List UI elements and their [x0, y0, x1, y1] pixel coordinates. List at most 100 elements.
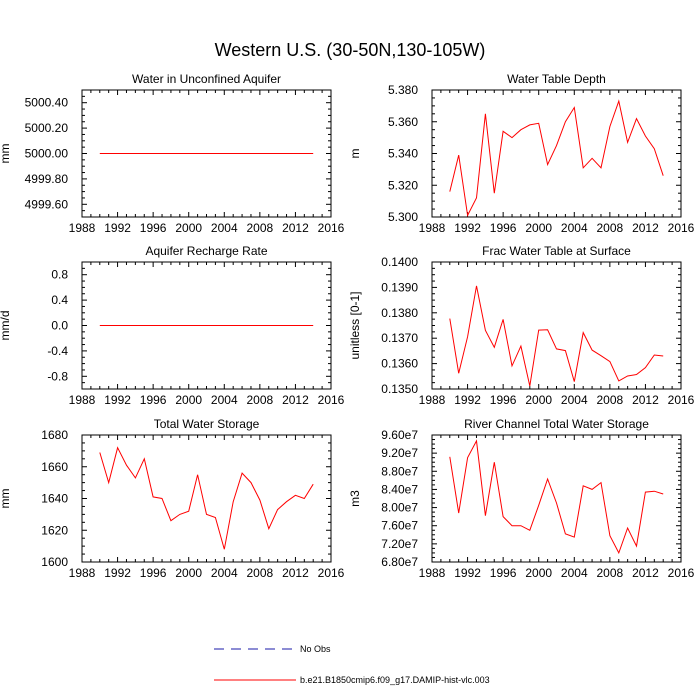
y-tick-label: 0.1380	[381, 306, 418, 320]
y-axis-label: unitless [0-1]	[348, 291, 362, 359]
x-tick-label: 2016	[668, 221, 695, 235]
x-tick-label: 1992	[104, 221, 131, 235]
x-tick-label: 1992	[454, 566, 481, 580]
x-tick-label: 1988	[69, 393, 96, 407]
x-tick-label: 2004	[211, 566, 238, 580]
legend: No Obs b.e21.B1850cmip6.f09_g17.DAMIP-hi…	[214, 644, 490, 685]
y-tick-label: 5.340	[388, 147, 418, 161]
y-tick-label: -0.8	[47, 369, 68, 383]
y-axis-label: mm	[0, 144, 12, 164]
series-line	[449, 439, 664, 555]
y-tick-label: 0.1400	[381, 255, 418, 269]
plot-frame	[81, 434, 332, 563]
y-tick-label: -0.4	[47, 344, 68, 358]
x-tick-label: 2012	[632, 221, 659, 235]
y-axis-label: mm/d	[0, 311, 12, 341]
y-tick-label: 0.1360	[381, 357, 418, 371]
panel-title: Water in Unconfined Aquifer	[132, 72, 281, 86]
x-tick-label: 2012	[632, 393, 659, 407]
x-tick-label: 2000	[525, 393, 552, 407]
y-tick-label: 8.00e7	[381, 501, 418, 515]
x-tick-label: 1992	[104, 566, 131, 580]
x-tick-label: 1996	[140, 566, 167, 580]
y-tick-label: 5.300	[388, 210, 418, 224]
y-tick-label: 0.4	[51, 293, 68, 307]
x-tick-label: 1988	[69, 221, 96, 235]
x-tick-label: 2016	[668, 566, 695, 580]
x-tick-label: 2012	[632, 566, 659, 580]
panel-6: River Channel Total Water Storage 1988 199…	[348, 417, 695, 580]
panel-5: Total Water Storage 1988 1992 1996 2000 2004 2…	[0, 417, 345, 580]
y-tick-label: 1640	[41, 492, 68, 506]
main-title: Western U.S. (30-50N,130-105W)	[215, 40, 486, 60]
y-tick-label: 9.60e7	[381, 428, 418, 442]
x-tick-label: 1996	[140, 393, 167, 407]
x-tick-label: 2004	[561, 566, 588, 580]
x-tick-label: 1996	[490, 566, 517, 580]
y-tick-label: 0.1390	[381, 280, 418, 294]
x-tick-label: 2000	[175, 566, 202, 580]
x-tick-label: 1992	[454, 393, 481, 407]
y-tick-label: 5000.20	[25, 121, 69, 135]
x-tick-label: 2012	[282, 221, 309, 235]
panel-title: Aquifer Recharge Rate	[145, 244, 267, 258]
x-tick-label: 1996	[140, 221, 167, 235]
y-tick-label: 4999.60	[25, 197, 69, 211]
x-tick-label: 2004	[561, 221, 588, 235]
x-tick-label: 2004	[211, 221, 238, 235]
panel-title: Total Water Storage	[154, 417, 260, 431]
x-tick-label: 2008	[597, 221, 624, 235]
y-tick-label: 1600	[41, 555, 68, 569]
x-tick-label: 2008	[247, 566, 274, 580]
y-axis-label: mm	[0, 489, 12, 509]
y-tick-label: 6.80e7	[381, 555, 418, 569]
legend-label-model: b.e21.B1850cmip6.f09_g17.DAMIP-hist-vlc.…	[300, 675, 490, 685]
y-tick-label: 5.380	[388, 83, 418, 97]
x-tick-label: 1996	[490, 393, 517, 407]
y-tick-label: 0.1370	[381, 331, 418, 345]
series-line	[99, 446, 314, 550]
x-tick-label: 2000	[525, 221, 552, 235]
y-tick-label: 0.8	[51, 268, 68, 282]
x-tick-label: 2008	[597, 566, 624, 580]
series-line	[449, 99, 664, 218]
x-tick-label: 1988	[419, 393, 446, 407]
y-tick-label: 4999.80	[25, 172, 69, 186]
y-tick-label: 1660	[41, 460, 68, 474]
x-tick-label: 2016	[318, 566, 345, 580]
x-tick-label: 2000	[525, 566, 552, 580]
panel-1: Water in Unconfined Aquifer 1988 1992 1996 2…	[0, 72, 345, 235]
y-tick-label: 7.20e7	[381, 537, 418, 551]
y-axis-label: m3	[348, 490, 362, 507]
x-tick-label: 2004	[561, 393, 588, 407]
x-tick-label: 2016	[668, 393, 695, 407]
y-tick-label: 0.0	[51, 319, 68, 333]
y-tick-label: 0.1350	[381, 382, 418, 396]
panels: Water in Unconfined Aquifer 1988 1992 1996 2…	[0, 72, 695, 580]
x-tick-label: 2008	[247, 393, 274, 407]
x-tick-label: 2004	[211, 393, 238, 407]
legend-label-obs: No Obs	[300, 644, 331, 654]
panel-title: River Channel Total Water Storage	[464, 417, 649, 431]
x-tick-label: 1988	[419, 566, 446, 580]
x-tick-label: 1992	[104, 393, 131, 407]
y-tick-label: 5000.40	[25, 96, 69, 110]
x-tick-label: 2008	[597, 393, 624, 407]
y-tick-label: 5.320	[388, 178, 418, 192]
x-tick-label: 2016	[318, 393, 345, 407]
panel-2: Water Table Depth 1988 1992 1996 2000 2004 200…	[348, 72, 695, 235]
panel-3: Aquifer Recharge Rate 1988 1992 1996 2000 200…	[0, 244, 345, 407]
panel-4: Frac Water Table at Surface 1988 1992 1996 2…	[348, 244, 695, 407]
x-tick-label: 2008	[247, 221, 274, 235]
x-tick-label: 1992	[454, 221, 481, 235]
plot-frame	[431, 89, 682, 218]
y-tick-label: 5000.00	[25, 147, 69, 161]
x-tick-label: 2016	[318, 221, 345, 235]
x-tick-label: 2012	[282, 566, 309, 580]
y-tick-label: 1620	[41, 523, 68, 537]
panel-title: Water Table Depth	[507, 72, 606, 86]
y-tick-label: 8.80e7	[381, 464, 418, 478]
y-tick-label: 9.20e7	[381, 446, 418, 460]
y-tick-label: 5.360	[388, 115, 418, 129]
